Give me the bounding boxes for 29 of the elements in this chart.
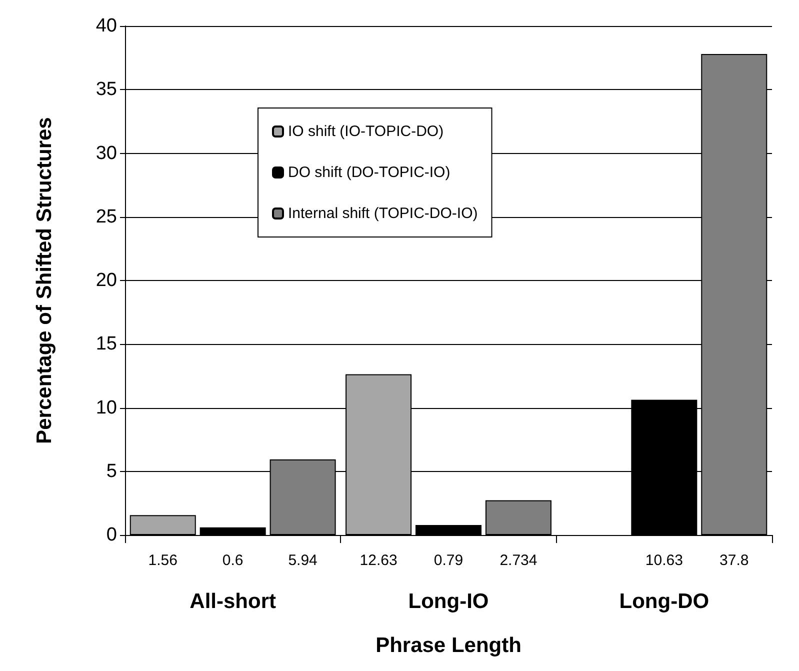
bar bbox=[200, 527, 266, 535]
y-tick-label: 25 bbox=[96, 206, 117, 228]
data-label: 0.6 bbox=[222, 552, 244, 569]
data-label: 2.734 bbox=[500, 552, 538, 569]
y-axis-title: Percentage of Shifted Structures bbox=[33, 117, 56, 444]
y-tick-label: 10 bbox=[96, 397, 117, 418]
bar bbox=[485, 500, 552, 535]
y-tick-label: 5 bbox=[106, 460, 117, 482]
legend-label: IO shift (IO-TOPIC-DO) bbox=[288, 123, 444, 140]
x-tick-label: Long-IO bbox=[408, 590, 489, 613]
y-tick-label: 0 bbox=[106, 524, 117, 546]
x-tick-label: Long-DO bbox=[619, 590, 710, 613]
y-tick-label: 30 bbox=[96, 142, 117, 164]
data-label: 37.8 bbox=[720, 552, 749, 569]
bar bbox=[416, 524, 482, 535]
y-tick-label: 20 bbox=[96, 270, 117, 291]
data-label: 1.56 bbox=[148, 552, 178, 569]
data-label: 0.79 bbox=[434, 552, 464, 569]
y-tick-label: 15 bbox=[96, 334, 117, 355]
y-tick-label: 40 bbox=[96, 16, 117, 36]
x-tick-label: All-short bbox=[190, 590, 276, 613]
x-axis-title: Phrase Length bbox=[376, 634, 522, 657]
data-label: 5.94 bbox=[288, 552, 318, 569]
data-label: 10.63 bbox=[645, 552, 683, 569]
y-tick-label: 35 bbox=[96, 79, 117, 100]
data-label: 12.63 bbox=[360, 552, 398, 569]
legend-label: DO shift (DO-TOPIC-IO) bbox=[288, 164, 450, 181]
bar bbox=[130, 515, 196, 535]
legend-label: Internal shift (TOPIC-DO-IO) bbox=[288, 205, 478, 222]
